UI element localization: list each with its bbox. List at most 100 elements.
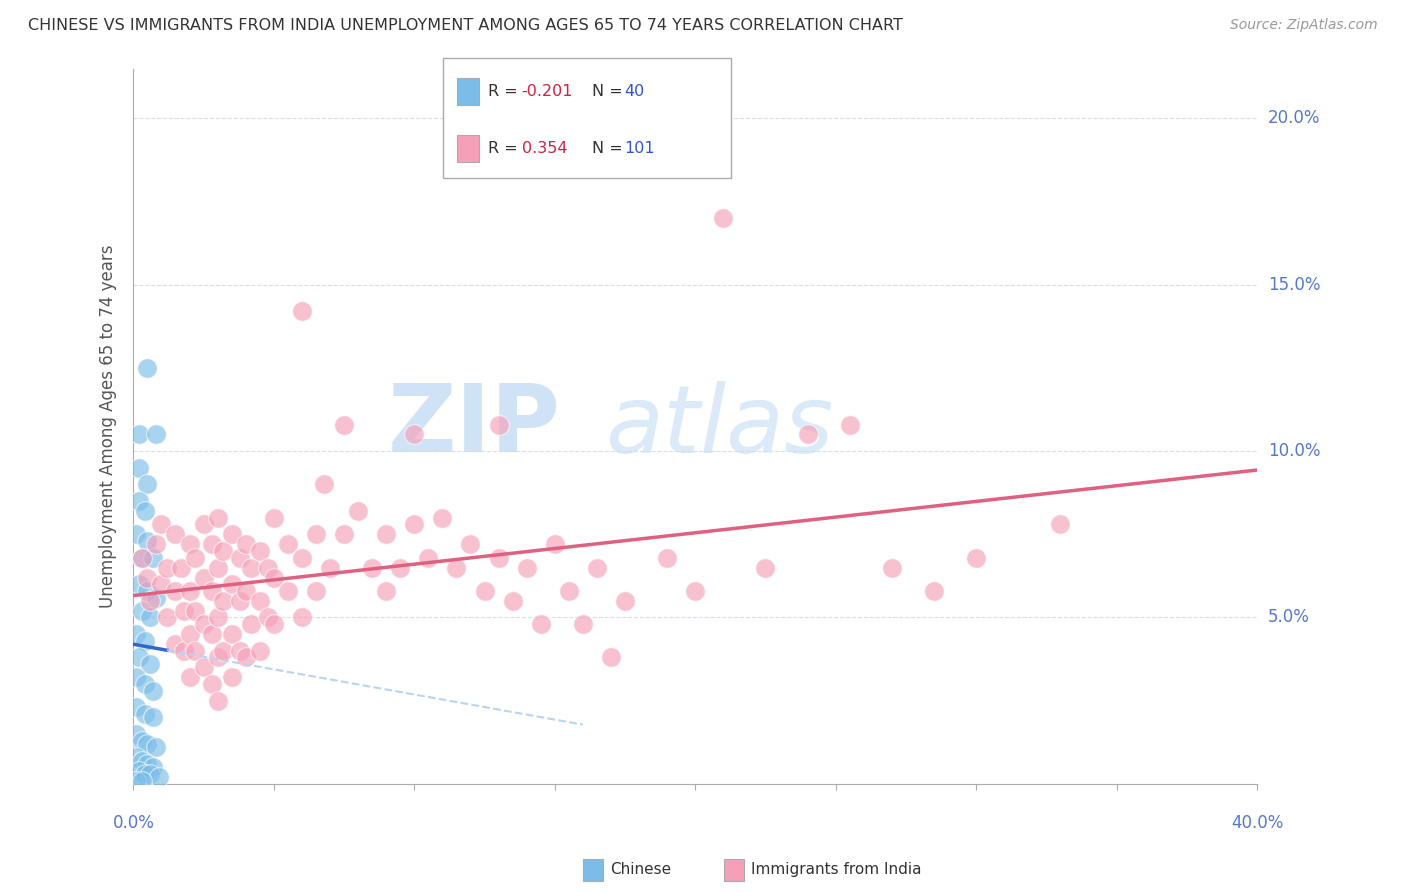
Point [249, 644, 271, 658]
Point [586, 560, 609, 574]
Point [446, 560, 468, 574]
Text: N =: N = [592, 141, 628, 156]
Point [221, 670, 243, 684]
Point [347, 504, 370, 518]
Text: 0.0%: 0.0% [112, 814, 155, 832]
Point [375, 527, 398, 541]
Point [221, 577, 243, 591]
Point [614, 594, 637, 608]
Point [150, 517, 173, 532]
Point [165, 583, 187, 598]
Point [179, 627, 201, 641]
Point [165, 637, 187, 651]
Point [201, 583, 224, 598]
Point [145, 537, 167, 551]
Point [139, 767, 162, 781]
Point [142, 760, 165, 774]
Text: 0.354: 0.354 [522, 141, 567, 156]
Point [235, 583, 257, 598]
Point [207, 610, 229, 624]
Point [488, 417, 510, 432]
Point [207, 650, 229, 665]
Point [134, 706, 156, 721]
Point [125, 700, 148, 714]
Point [305, 527, 328, 541]
Point [212, 644, 235, 658]
Point [134, 767, 156, 781]
Point [148, 770, 170, 784]
Point [257, 610, 280, 624]
Text: 15.0%: 15.0% [1268, 276, 1320, 293]
Point [361, 560, 384, 574]
Point [305, 583, 328, 598]
Point [128, 577, 150, 591]
Point [179, 583, 201, 598]
Point [173, 604, 195, 618]
Text: R =: R = [488, 84, 523, 99]
Text: 40.0%: 40.0% [1230, 814, 1284, 832]
Point [277, 583, 299, 598]
Text: ZIP: ZIP [388, 380, 561, 472]
Point [572, 617, 595, 632]
Point [229, 550, 252, 565]
Point [600, 650, 623, 665]
Point [125, 670, 148, 684]
Point [333, 527, 356, 541]
Point [683, 583, 706, 598]
Point [404, 517, 426, 532]
Point [136, 533, 159, 548]
Text: 40: 40 [624, 84, 644, 99]
Point [193, 517, 215, 532]
Point [156, 560, 179, 574]
Point [880, 560, 903, 574]
Point [128, 764, 150, 778]
Point [184, 550, 207, 565]
Text: -0.201: -0.201 [522, 84, 574, 99]
Point [1049, 517, 1071, 532]
Point [131, 773, 153, 788]
Point [125, 727, 148, 741]
Point [249, 594, 271, 608]
Point [136, 756, 159, 771]
Point [131, 733, 153, 747]
Point [221, 527, 243, 541]
Point [240, 617, 263, 632]
Point [201, 537, 224, 551]
Point [125, 627, 148, 641]
Point [142, 710, 165, 724]
Point [142, 550, 165, 565]
Point [128, 494, 150, 508]
Point [711, 211, 734, 226]
Point [131, 604, 153, 618]
Point [319, 560, 342, 574]
Point [838, 417, 860, 432]
Point [558, 583, 581, 598]
Point [170, 560, 193, 574]
Y-axis label: Unemployment Among Ages 65 to 74 years: Unemployment Among Ages 65 to 74 years [100, 244, 117, 608]
Point [136, 570, 159, 584]
Point [502, 594, 524, 608]
Point [201, 627, 224, 641]
Point [229, 644, 252, 658]
Point [221, 627, 243, 641]
Point [139, 594, 162, 608]
Text: Source: ZipAtlas.com: Source: ZipAtlas.com [1230, 18, 1378, 32]
Point [754, 560, 776, 574]
Point [460, 537, 482, 551]
Text: 10.0%: 10.0% [1268, 442, 1320, 460]
Point [207, 694, 229, 708]
Point [125, 773, 148, 788]
Point [544, 537, 567, 551]
Point [131, 754, 153, 768]
Point [184, 644, 207, 658]
Text: 20.0%: 20.0% [1268, 110, 1320, 128]
Point [128, 650, 150, 665]
Point [173, 644, 195, 658]
Point [193, 617, 215, 632]
Point [474, 583, 496, 598]
Text: 5.0%: 5.0% [1268, 608, 1310, 626]
Point [404, 427, 426, 442]
Text: Immigrants from India: Immigrants from India [751, 863, 921, 877]
Point [145, 740, 167, 755]
Text: CHINESE VS IMMIGRANTS FROM INDIA UNEMPLOYMENT AMONG AGES 65 TO 74 YEARS CORRELAT: CHINESE VS IMMIGRANTS FROM INDIA UNEMPLO… [28, 18, 903, 33]
